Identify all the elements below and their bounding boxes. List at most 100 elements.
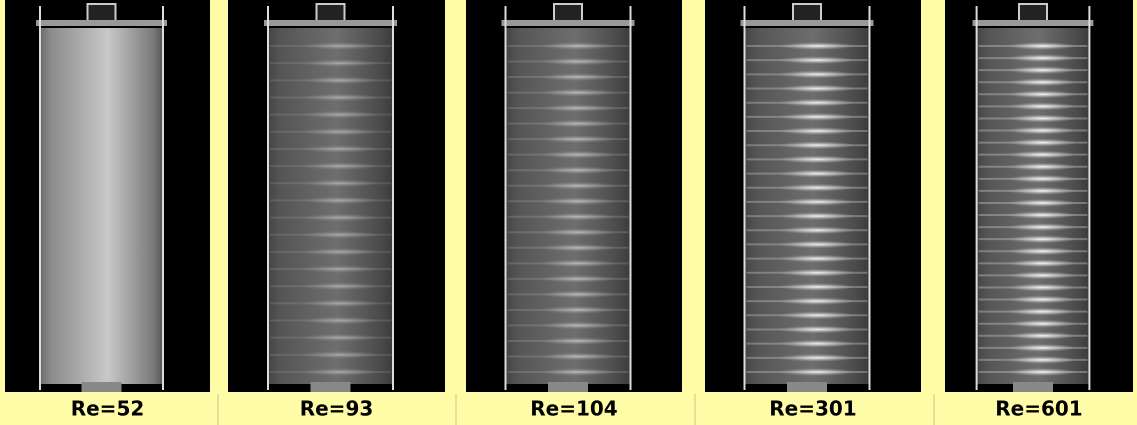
band xyxy=(296,127,377,136)
band xyxy=(1002,150,1075,159)
image-panel: Re=301 xyxy=(705,0,921,421)
band xyxy=(534,274,615,283)
bottom-fixture xyxy=(1013,382,1053,392)
band xyxy=(773,353,854,362)
band xyxy=(534,228,615,237)
band xyxy=(1002,126,1075,135)
band xyxy=(534,352,615,361)
band xyxy=(1002,271,1075,280)
panel-label: Re=301 xyxy=(769,397,856,421)
band xyxy=(296,299,377,308)
band xyxy=(1002,186,1075,195)
band xyxy=(773,197,854,206)
band xyxy=(296,247,377,256)
band xyxy=(1002,295,1075,304)
panel-label: Re=52 xyxy=(71,397,145,421)
band xyxy=(773,183,854,192)
band xyxy=(296,196,377,205)
band xyxy=(1002,138,1075,147)
top-cap xyxy=(315,3,346,23)
band xyxy=(534,150,615,159)
band xyxy=(1002,343,1075,352)
top-cap xyxy=(1018,3,1048,23)
band xyxy=(534,336,615,345)
band xyxy=(773,112,854,121)
band xyxy=(1002,66,1075,75)
label-strip xyxy=(0,394,1137,425)
band xyxy=(534,88,615,97)
top-rim xyxy=(972,20,1094,26)
cylinder xyxy=(505,28,631,384)
band xyxy=(296,333,377,342)
band xyxy=(534,368,615,376)
image-panel: Re=601 xyxy=(945,0,1133,421)
band xyxy=(1002,78,1075,87)
band xyxy=(773,268,854,277)
band xyxy=(296,230,377,239)
band xyxy=(773,297,854,306)
band xyxy=(534,197,615,206)
band xyxy=(773,339,854,348)
band xyxy=(534,73,615,82)
band xyxy=(773,42,854,50)
band xyxy=(1002,198,1075,207)
band xyxy=(534,290,615,299)
band xyxy=(296,162,377,171)
band xyxy=(1002,355,1075,364)
band xyxy=(773,226,854,235)
band xyxy=(1002,307,1075,316)
top-rim xyxy=(501,20,635,26)
band xyxy=(534,135,615,144)
band xyxy=(1002,211,1075,220)
band xyxy=(296,42,377,50)
bottom-fixture xyxy=(310,382,351,392)
top-rim xyxy=(36,20,167,26)
panel-label: Re=93 xyxy=(300,397,374,421)
band xyxy=(773,254,854,263)
bottom-fixture xyxy=(548,382,588,392)
band xyxy=(296,144,377,153)
band xyxy=(773,98,854,107)
band xyxy=(1002,331,1075,340)
band xyxy=(1002,223,1075,232)
band xyxy=(296,282,377,291)
band xyxy=(1002,114,1075,123)
bottom-fixture xyxy=(787,382,827,392)
band xyxy=(1002,54,1075,63)
band xyxy=(1002,90,1075,99)
band xyxy=(1002,368,1075,376)
band xyxy=(773,240,854,249)
band xyxy=(534,166,615,175)
band xyxy=(773,325,854,334)
band xyxy=(534,243,615,252)
band xyxy=(296,179,377,188)
band xyxy=(773,155,854,164)
band xyxy=(534,305,615,314)
band xyxy=(296,213,377,222)
band xyxy=(1002,174,1075,183)
image-panel: Re=104 xyxy=(466,0,682,421)
band xyxy=(773,141,854,150)
top-rim xyxy=(264,20,397,26)
band xyxy=(296,368,377,376)
band xyxy=(773,84,854,93)
top-cap xyxy=(792,3,822,23)
band xyxy=(534,321,615,330)
band xyxy=(773,127,854,136)
cylinder xyxy=(268,28,393,384)
band xyxy=(1002,247,1075,256)
band xyxy=(296,110,377,119)
band xyxy=(773,70,854,79)
band xyxy=(1002,283,1075,292)
band xyxy=(296,265,377,274)
band xyxy=(534,181,615,190)
band xyxy=(773,282,854,291)
band xyxy=(534,104,615,113)
band xyxy=(1002,162,1075,171)
band xyxy=(296,76,377,85)
band xyxy=(773,212,854,221)
band xyxy=(1002,259,1075,268)
band xyxy=(534,42,615,50)
band xyxy=(296,93,377,102)
